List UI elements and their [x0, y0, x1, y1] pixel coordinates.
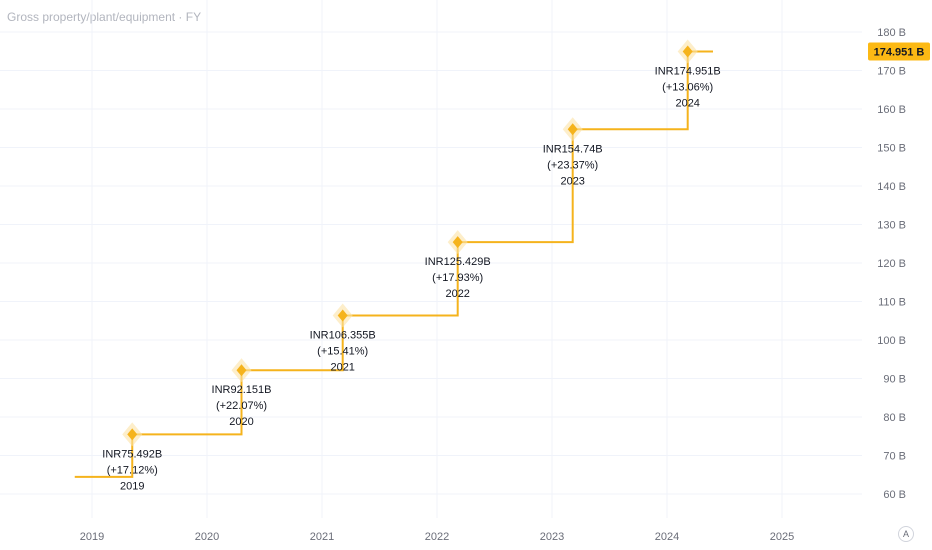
y-tick-label: 150 B: [877, 143, 906, 155]
data-label-year: 2021: [330, 362, 354, 374]
y-tick-label: 160 B: [877, 104, 906, 116]
data-label-year: 2019: [120, 480, 144, 492]
data-label-change: (+17.12%): [107, 464, 158, 476]
x-tick-label: 2021: [310, 531, 334, 543]
data-point-marker[interactable]: [682, 45, 693, 58]
y-tick-label: 110 B: [878, 297, 906, 309]
data-label-year: 2023: [560, 175, 584, 187]
data-point-marker[interactable]: [236, 364, 247, 377]
series-line: [74, 50, 713, 478]
y-tick-label: 140 B: [877, 181, 906, 193]
y-tick-label: 90 B: [883, 374, 906, 386]
data-label-value: INR106.355B: [310, 330, 376, 342]
data-label-change: (+22.07%): [216, 400, 267, 412]
data-label-change: (+13.06%): [662, 81, 713, 93]
x-tick-label: 2025: [770, 531, 794, 543]
data-label-change: (+15.41%): [317, 346, 368, 358]
y-tick-label: 100 B: [877, 335, 906, 347]
x-tick-label: 2022: [425, 531, 449, 543]
data-point-marker[interactable]: [127, 428, 138, 441]
data-label-year: 2020: [229, 416, 253, 428]
data-point-marker[interactable]: [337, 309, 348, 322]
data-point-marker[interactable]: [567, 123, 578, 136]
x-tick-label: 2023: [540, 531, 564, 543]
data-label-value: INR92.151B: [212, 384, 272, 396]
y-tick-label: 130 B: [877, 220, 906, 232]
x-tick-label: 2020: [195, 531, 219, 543]
data-label-value: INR125.429B: [425, 256, 491, 268]
chart-title: Gross property/plant/equipment · FY: [7, 10, 202, 24]
y-tick-label: 120 B: [877, 258, 906, 270]
current-value-badge-text: 174.951 B: [874, 46, 925, 58]
data-label-year: 2024: [675, 97, 699, 109]
y-tick-label: 80 B: [883, 412, 906, 424]
current-value-badge: [868, 42, 930, 61]
data-label-value: INR154.74B: [543, 143, 603, 155]
data-label-value: INR75.492B: [102, 448, 162, 460]
data-point-marker[interactable]: [452, 236, 463, 249]
data-label-value: INR174.951B: [655, 65, 721, 77]
x-tick-label: 2019: [80, 531, 104, 543]
data-label-year: 2022: [445, 288, 469, 300]
auto-scale-button[interactable]: A: [898, 526, 914, 542]
data-label-change: (+17.93%): [432, 272, 483, 284]
data-label-change: (+23.37%): [547, 159, 598, 171]
y-tick-label: 60 B: [883, 489, 906, 501]
y-tick-label: 180 B: [877, 27, 906, 39]
y-tick-label: 70 B: [883, 451, 906, 463]
x-tick-label: 2024: [655, 531, 679, 543]
y-tick-label: 170 B: [877, 66, 906, 78]
